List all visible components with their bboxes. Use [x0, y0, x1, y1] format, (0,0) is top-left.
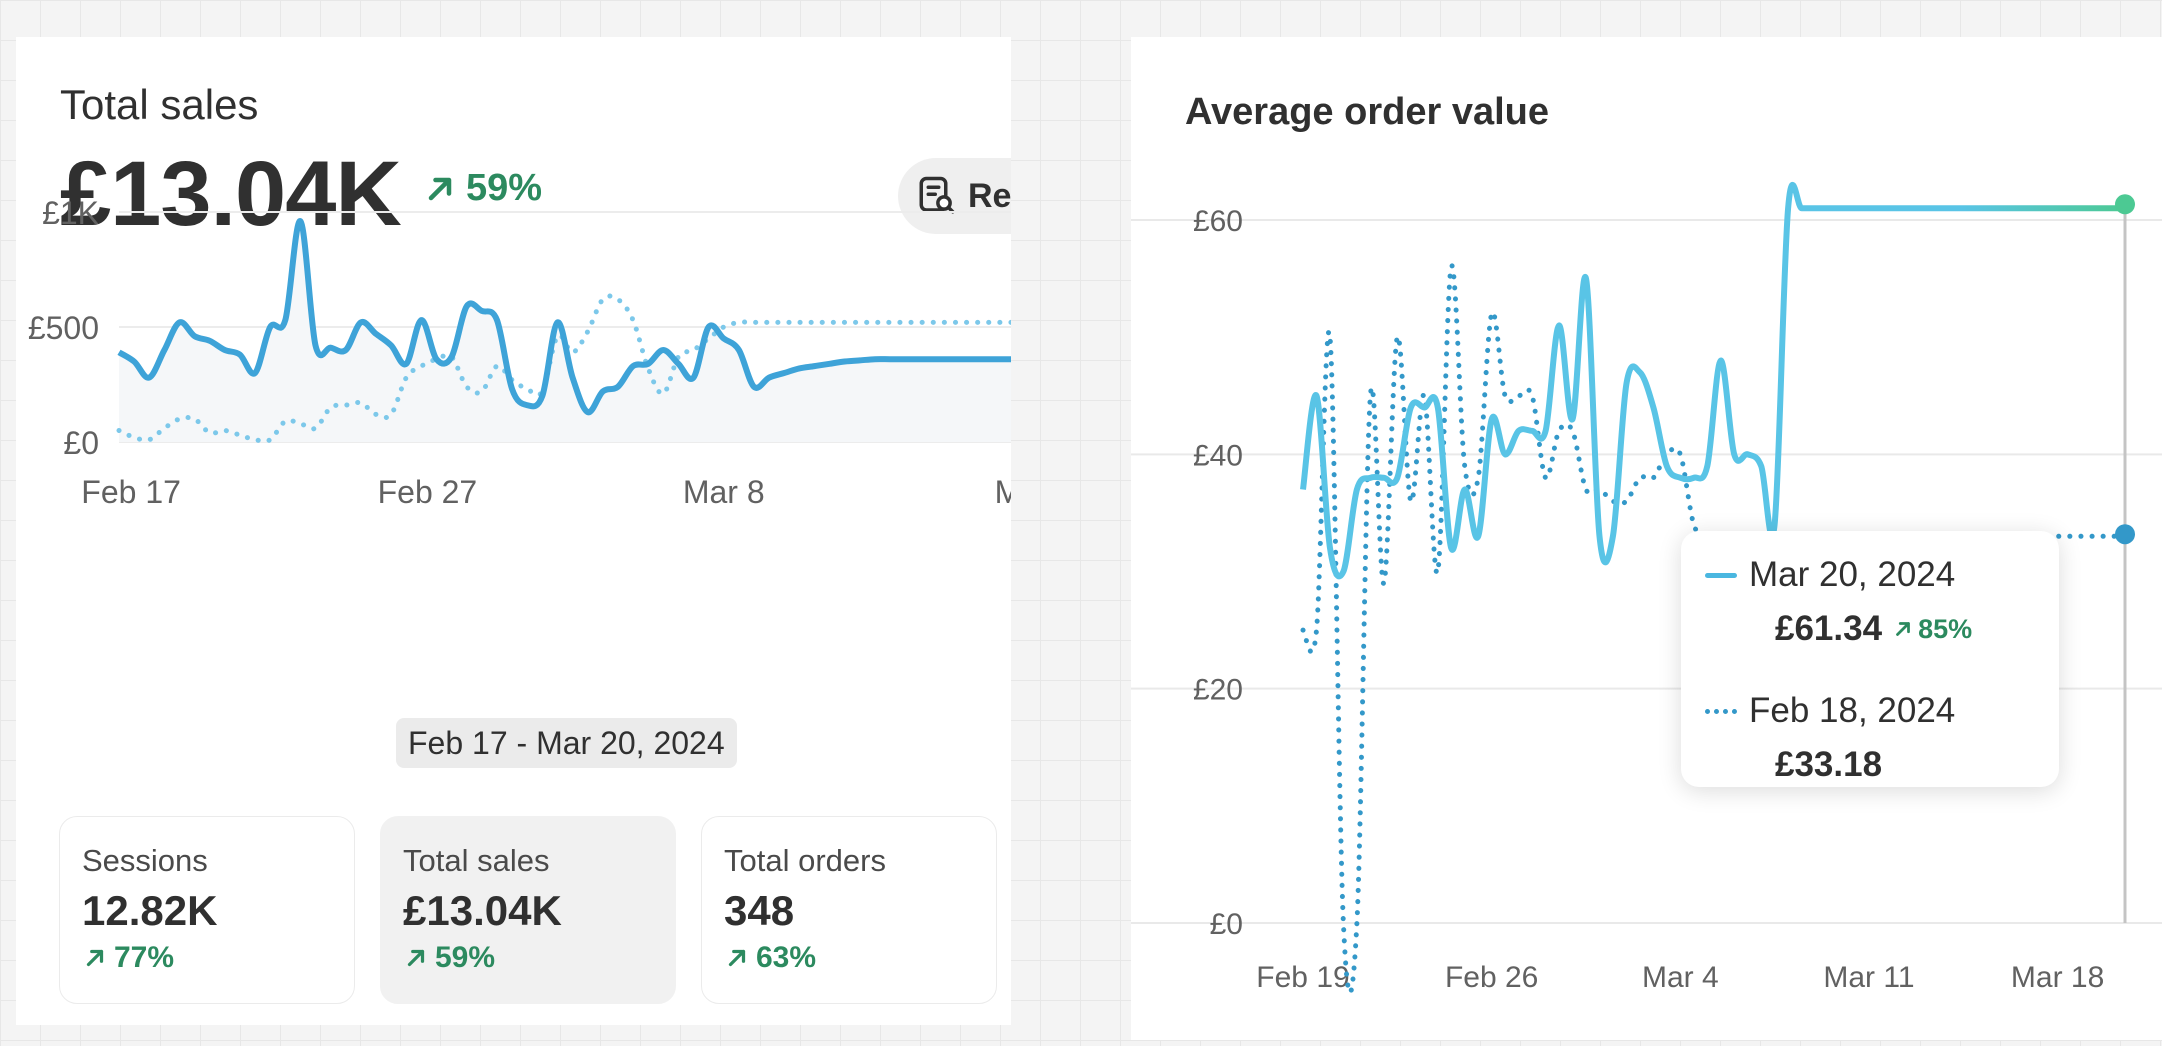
- metric-card-total-sales[interactable]: Total sales £13.04K 59%: [380, 816, 676, 1004]
- tooltip-current-value-row: £61.34 85%: [1775, 609, 2059, 649]
- total-sales-value: £13.04K: [60, 143, 402, 245]
- y-tick-label: £0: [1210, 908, 1243, 941]
- solid-line-swatch: [1705, 572, 1737, 578]
- x-tick-label: Mar 8: [683, 474, 765, 510]
- average-order-value-card: Average order value £60 £40 £20 £0 Feb 19 Feb…: [1131, 37, 2162, 1040]
- x-tick-label: Mar 4: [1642, 961, 1719, 994]
- arrow-up-right-icon: [428, 177, 452, 200]
- tooltip-previous-value-row: £33.18: [1775, 745, 2059, 785]
- hover-point-previous: [2115, 524, 2135, 545]
- metric-value: 348: [724, 887, 795, 934]
- x-tick-label: Feb 27: [378, 474, 478, 510]
- y-tick-label: £500: [28, 310, 99, 346]
- total-sales-card: Total sales £13.04K 59% Rep £1K £500 £0 Feb…: [16, 37, 1011, 1025]
- tooltip-current-row: Mar 20, 2024: [1705, 555, 2059, 595]
- metric-label: Total sales: [403, 843, 550, 878]
- metric-delta: 59%: [403, 941, 675, 975]
- chart-tooltip: Mar 20, 2024 £61.34 85% Feb 18, 2024 £33…: [1681, 531, 2059, 787]
- y-tick-label: £1K: [42, 195, 99, 231]
- series-area: [119, 221, 1011, 442]
- y-tick-label: £20: [1193, 674, 1243, 707]
- aov-title: Average order value: [1185, 91, 1549, 133]
- series-line-current: [117, 218, 1011, 416]
- tooltip-previous-date: Feb 18, 2024: [1749, 691, 1956, 730]
- total-sales-title: Total sales: [60, 81, 259, 128]
- series-line-current: [1300, 182, 2125, 580]
- metric-card-total-orders[interactable]: Total orders 348 63%: [701, 816, 997, 1004]
- hover-point-current: [2115, 194, 2135, 215]
- y-tick-label: £60: [1193, 205, 1243, 238]
- dotted-line-swatch: [1705, 708, 1737, 714]
- y-tick-label: £40: [1193, 439, 1243, 472]
- metric-delta: 63%: [724, 941, 996, 975]
- arrow-up-right-icon: [86, 949, 104, 967]
- report-button-label: Rep: [968, 176, 1011, 215]
- x-tick-label: Mar 18: [2011, 961, 2104, 994]
- tooltip-current-date: Mar 20, 2024: [1749, 555, 1956, 594]
- tooltip-current-value: £61.34: [1775, 609, 1883, 648]
- metric-value: £13.04K: [403, 887, 562, 934]
- x-tick-label: Feb 17: [81, 474, 181, 510]
- arrow-up-right-icon: [1896, 622, 1910, 636]
- series-line-previous: [116, 293, 1011, 444]
- arrow-up-right-icon: [728, 949, 746, 967]
- report-button[interactable]: Rep: [898, 158, 1011, 234]
- x-tick-label: Feb 19: [1256, 961, 1349, 994]
- metric-value: 12.82K: [82, 887, 218, 934]
- x-tick-label: M: [995, 474, 1011, 510]
- metric-label: Sessions: [82, 843, 208, 878]
- date-range-label: Feb 17 - Mar 20, 2024: [396, 718, 737, 768]
- arrow-up-right-icon: [407, 949, 425, 967]
- metric-delta-text: 59%: [435, 941, 496, 974]
- total-sales-chart: £1K £500 £0 Feb 17 Feb 27 Mar 8 M: [28, 195, 1011, 510]
- y-tick-label: £0: [63, 425, 99, 461]
- tooltip-previous-value: £33.18: [1775, 745, 1883, 784]
- metric-delta-text: 63%: [756, 941, 817, 974]
- metric-label: Total orders: [724, 843, 886, 878]
- metric-card-sessions[interactable]: Sessions 12.82K 77%: [59, 816, 355, 1004]
- total-sales-delta-text: 59%: [466, 167, 543, 209]
- metric-delta: 77%: [82, 941, 354, 975]
- tooltip-current-delta-text: 85%: [1918, 613, 1973, 644]
- x-tick-label: Feb 26: [1445, 961, 1538, 994]
- total-sales-delta: 59%: [422, 167, 542, 210]
- x-tick-label: Mar 11: [1823, 961, 1914, 994]
- metric-delta-text: 77%: [114, 941, 175, 974]
- tooltip-current-delta: 85%: [1892, 614, 1972, 645]
- tooltip-previous-row: Feb 18, 2024: [1705, 691, 2059, 731]
